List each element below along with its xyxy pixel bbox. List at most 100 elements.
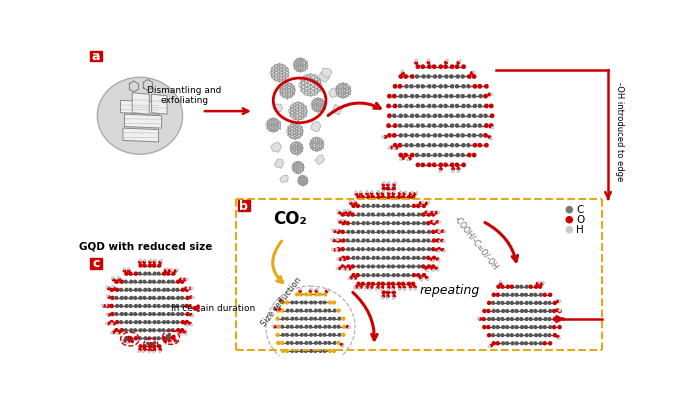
Circle shape xyxy=(387,184,389,186)
Circle shape xyxy=(438,75,441,78)
Circle shape xyxy=(369,288,371,290)
Circle shape xyxy=(119,288,122,291)
Circle shape xyxy=(444,65,447,68)
Circle shape xyxy=(334,309,336,312)
Circle shape xyxy=(525,293,528,296)
Circle shape xyxy=(392,204,395,207)
Circle shape xyxy=(502,293,505,296)
Circle shape xyxy=(382,265,385,268)
Circle shape xyxy=(438,248,440,251)
Circle shape xyxy=(468,114,471,117)
Circle shape xyxy=(181,313,184,316)
Circle shape xyxy=(339,221,341,223)
Circle shape xyxy=(273,306,275,308)
Circle shape xyxy=(529,318,532,320)
Circle shape xyxy=(506,326,509,328)
Circle shape xyxy=(484,94,487,98)
Circle shape xyxy=(338,334,341,336)
Circle shape xyxy=(439,65,443,68)
Circle shape xyxy=(162,329,165,332)
Circle shape xyxy=(366,204,369,207)
Circle shape xyxy=(336,268,338,270)
Circle shape xyxy=(135,288,138,291)
Circle shape xyxy=(461,134,464,137)
Circle shape xyxy=(566,227,572,233)
Circle shape xyxy=(390,146,393,149)
Circle shape xyxy=(401,72,404,74)
Circle shape xyxy=(148,337,151,340)
Circle shape xyxy=(417,144,419,147)
Circle shape xyxy=(166,268,168,270)
Circle shape xyxy=(351,248,354,250)
Circle shape xyxy=(403,192,406,195)
Circle shape xyxy=(427,213,431,216)
Circle shape xyxy=(158,280,161,283)
Circle shape xyxy=(157,304,160,307)
Circle shape xyxy=(372,256,375,259)
Circle shape xyxy=(451,104,454,108)
Circle shape xyxy=(181,320,184,324)
Circle shape xyxy=(417,124,419,127)
Circle shape xyxy=(362,230,364,233)
Circle shape xyxy=(516,285,519,288)
Circle shape xyxy=(420,279,422,281)
Circle shape xyxy=(462,144,465,147)
Circle shape xyxy=(305,358,308,360)
Ellipse shape xyxy=(97,77,183,154)
Polygon shape xyxy=(318,71,330,82)
Circle shape xyxy=(342,256,345,259)
Circle shape xyxy=(184,331,186,334)
Circle shape xyxy=(286,309,289,312)
Circle shape xyxy=(138,304,141,307)
Circle shape xyxy=(535,302,537,304)
Circle shape xyxy=(403,204,406,207)
Circle shape xyxy=(415,288,416,290)
Circle shape xyxy=(318,358,321,360)
Circle shape xyxy=(131,340,133,343)
Circle shape xyxy=(125,272,128,275)
Circle shape xyxy=(106,286,108,288)
Circle shape xyxy=(304,350,307,352)
Circle shape xyxy=(387,124,390,127)
Circle shape xyxy=(139,296,142,299)
Circle shape xyxy=(413,204,415,207)
Circle shape xyxy=(154,342,156,344)
Circle shape xyxy=(392,265,394,268)
Circle shape xyxy=(272,325,274,327)
Circle shape xyxy=(305,293,308,296)
Circle shape xyxy=(540,310,542,312)
Circle shape xyxy=(409,193,412,195)
Circle shape xyxy=(348,211,351,214)
Circle shape xyxy=(339,212,341,214)
Circle shape xyxy=(403,256,406,259)
Circle shape xyxy=(348,327,350,328)
Circle shape xyxy=(149,264,151,267)
Circle shape xyxy=(392,134,396,137)
Circle shape xyxy=(324,342,327,344)
Circle shape xyxy=(401,157,404,160)
Circle shape xyxy=(412,230,415,233)
Circle shape xyxy=(383,274,385,276)
Text: repeating: repeating xyxy=(419,284,480,297)
Circle shape xyxy=(318,342,321,344)
Circle shape xyxy=(143,264,146,267)
Circle shape xyxy=(405,144,408,147)
Circle shape xyxy=(404,75,408,78)
Circle shape xyxy=(334,342,336,344)
Circle shape xyxy=(387,274,389,276)
Circle shape xyxy=(468,94,471,98)
Circle shape xyxy=(103,305,105,307)
Circle shape xyxy=(473,134,475,137)
Circle shape xyxy=(442,249,444,251)
Circle shape xyxy=(408,196,410,199)
Circle shape xyxy=(445,75,448,78)
Circle shape xyxy=(173,336,175,337)
Circle shape xyxy=(342,222,345,225)
Circle shape xyxy=(134,280,137,283)
Circle shape xyxy=(191,288,193,289)
Circle shape xyxy=(158,296,161,299)
Circle shape xyxy=(421,85,424,88)
Circle shape xyxy=(444,85,447,88)
Circle shape xyxy=(383,182,385,184)
Circle shape xyxy=(329,317,332,320)
